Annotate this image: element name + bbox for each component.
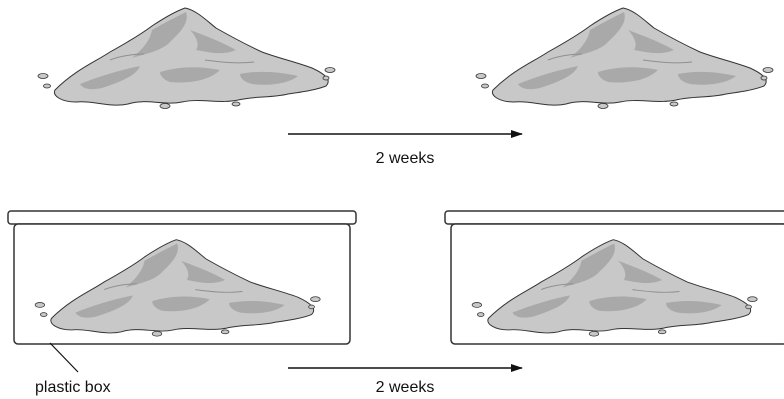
box-lid-right: [444, 210, 784, 225]
open-pile-after: [475, 7, 774, 109]
open-pile-start: [37, 7, 336, 109]
boxed-pile-start: [7, 210, 357, 345]
arrow-label-top: 2 weeks: [376, 150, 435, 167]
box-callout-label: plastic box: [35, 379, 111, 396]
box-lid-left: [7, 210, 357, 225]
boxed-pile-after: [444, 210, 784, 345]
box-callout-line: [49, 342, 79, 373]
arrow-label-bottom: 2 weeks: [376, 379, 435, 396]
